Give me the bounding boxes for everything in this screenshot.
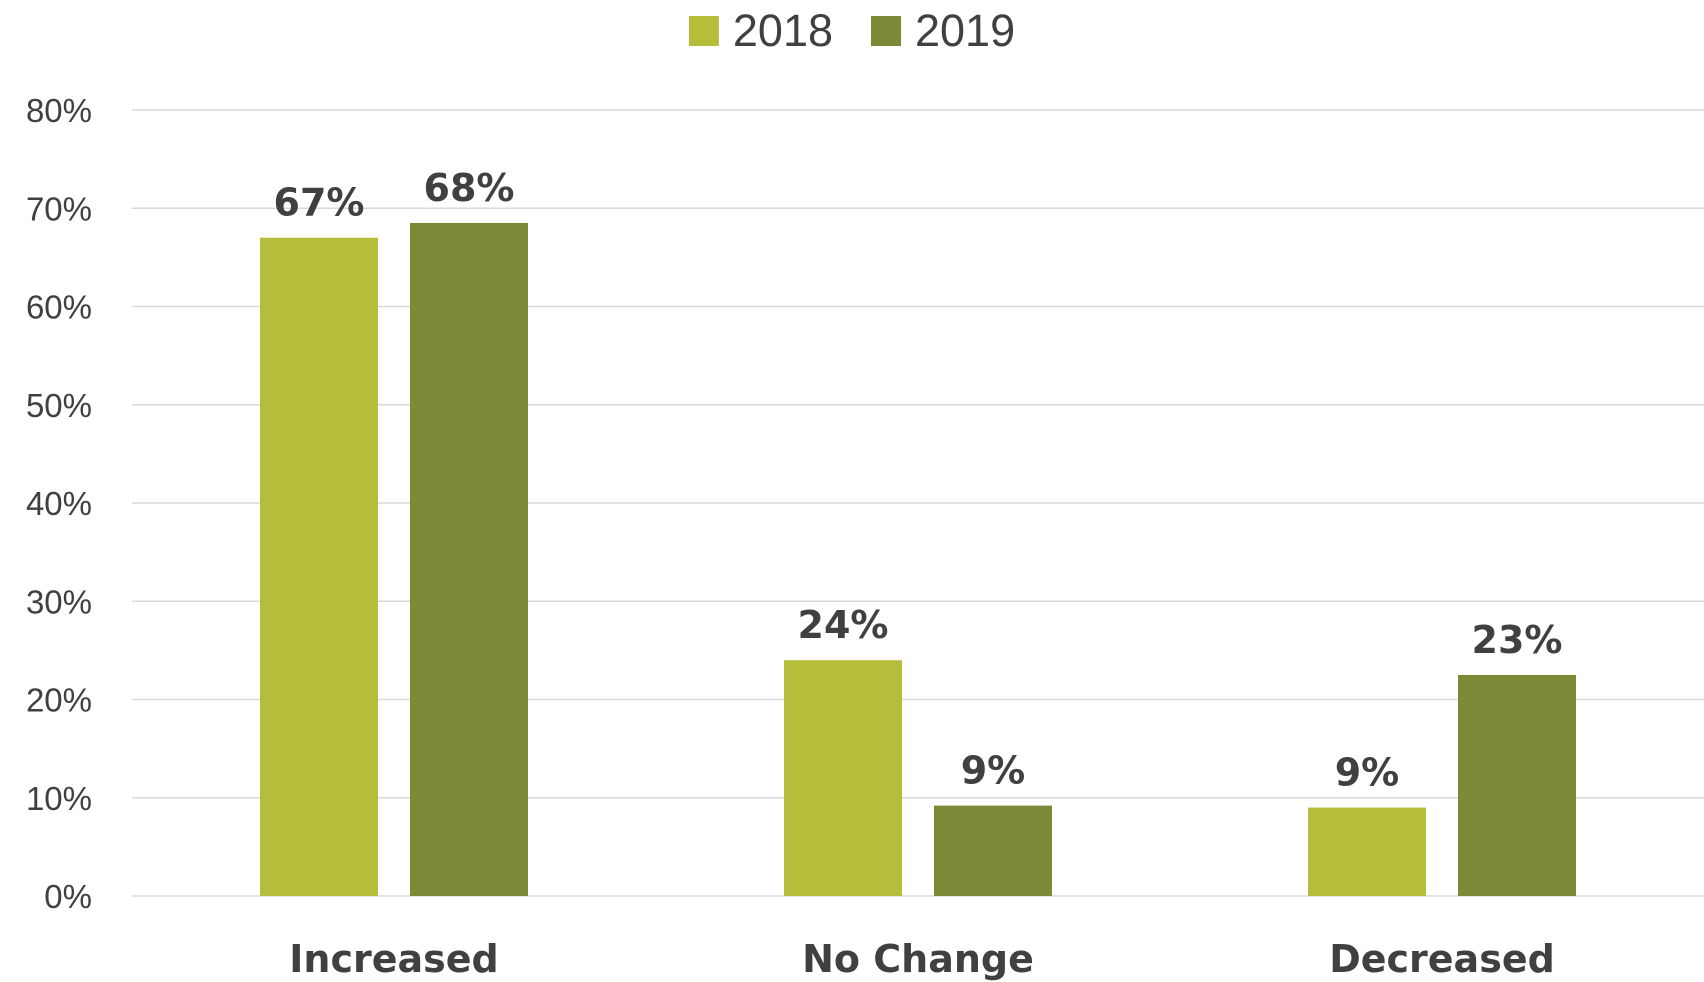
data-label: 24% bbox=[798, 603, 889, 647]
bar-decreased-2018 bbox=[1308, 807, 1426, 896]
legend-label: 2018 bbox=[733, 5, 833, 56]
bar-decreased-2019 bbox=[1458, 674, 1576, 896]
y-tick-label: 50% bbox=[26, 387, 92, 424]
y-tick-label: 20% bbox=[26, 682, 92, 719]
x-axis-labels: Increased No Change Decreased bbox=[289, 937, 1555, 981]
y-tick-label: 0% bbox=[44, 878, 92, 915]
y-tick-label: 10% bbox=[26, 780, 92, 817]
bar-increased-2018 bbox=[260, 237, 378, 897]
legend-swatch bbox=[688, 16, 719, 46]
legend: 2018 2019 bbox=[688, 5, 1015, 56]
bar-no-change-2019 bbox=[934, 805, 1052, 896]
bar-no-change-2018 bbox=[784, 660, 902, 896]
x-category-label: Decreased bbox=[1329, 937, 1555, 981]
data-labels: 67% 68% 24% 9% 9% 23% bbox=[274, 166, 1563, 795]
data-label: 9% bbox=[961, 749, 1026, 793]
y-tick-label: 80% bbox=[26, 92, 92, 129]
y-tick-label: 30% bbox=[26, 583, 92, 620]
y-axis-ticks: 0% 10% 20% 30% 40% 50% 60% 70% 80% bbox=[26, 92, 92, 915]
legend-swatch bbox=[871, 16, 901, 46]
bars bbox=[260, 222, 1576, 897]
x-category-label: Increased bbox=[289, 937, 498, 981]
data-label: 9% bbox=[1335, 751, 1400, 795]
x-category-label: No Change bbox=[802, 937, 1034, 981]
legend-label: 2019 bbox=[915, 5, 1015, 56]
y-tick-label: 70% bbox=[26, 190, 92, 227]
y-tick-label: 60% bbox=[26, 289, 92, 326]
data-label: 68% bbox=[424, 166, 515, 210]
data-label: 23% bbox=[1472, 618, 1563, 662]
y-tick-label: 40% bbox=[26, 485, 92, 522]
bar-increased-2019 bbox=[410, 222, 528, 897]
data-label: 67% bbox=[274, 181, 365, 225]
gridlines bbox=[132, 109, 1704, 897]
